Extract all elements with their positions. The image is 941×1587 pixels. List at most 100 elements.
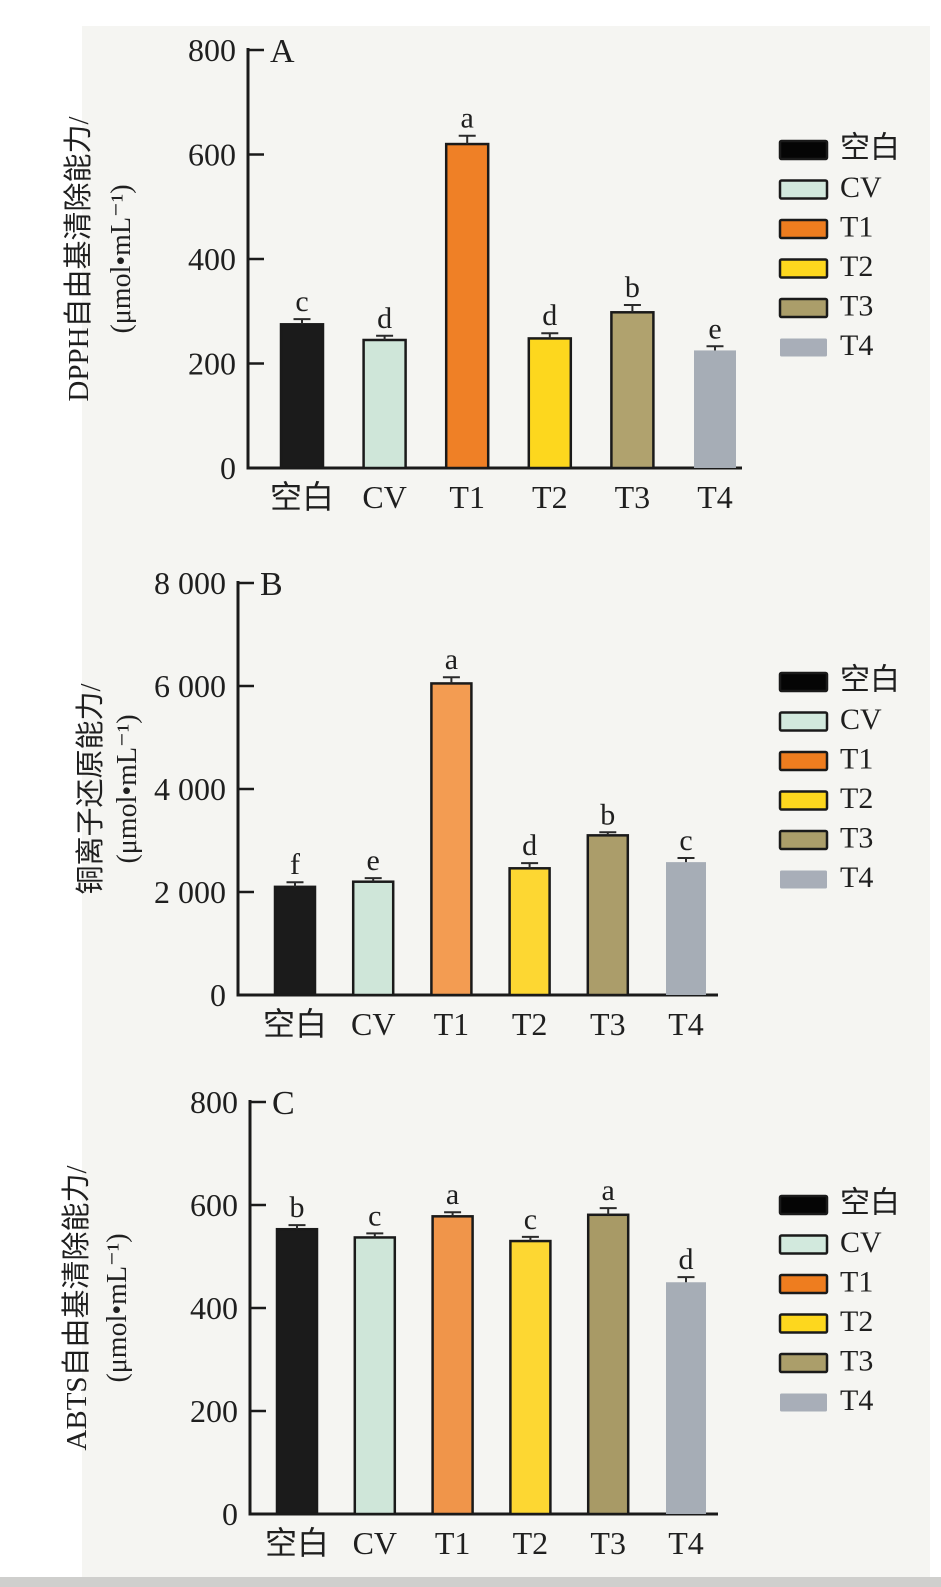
- bar-CV: [353, 1236, 397, 1516]
- scan-edge: [0, 1577, 941, 1587]
- x-category-label: T4: [668, 1006, 704, 1042]
- x-category-label: T1: [449, 479, 485, 515]
- y-tick-label: 2 000: [154, 874, 226, 910]
- legend-swatch-T4: [780, 1393, 827, 1412]
- y-tick-label: 800: [188, 32, 236, 68]
- bar-T3: [586, 834, 630, 997]
- bar-空白: [279, 323, 325, 470]
- y-tick-label: 6 000: [154, 668, 226, 704]
- y-tick-label: 400: [188, 241, 236, 277]
- x-category-label: T1: [435, 1525, 471, 1561]
- bar-CV: [351, 880, 395, 997]
- x-category-label: T2: [532, 479, 568, 515]
- sig-letter: b: [625, 271, 640, 304]
- legend-label: T4: [840, 861, 873, 894]
- legend-swatch-T2: [778, 1313, 829, 1334]
- x-category-label: T3: [590, 1006, 626, 1042]
- bar-T3: [586, 1213, 630, 1516]
- y-tick-label: 200: [190, 1393, 238, 1429]
- x-category-label: 空白: [265, 1525, 329, 1561]
- legend-label: T1: [840, 1266, 873, 1299]
- bar-T4: [666, 1282, 706, 1514]
- sig-letter: a: [602, 1174, 615, 1207]
- x-category-label: 空白: [263, 1006, 327, 1042]
- sig-letter: e: [367, 844, 380, 877]
- x-category-label: 空白: [270, 479, 334, 515]
- legend-label: CV: [840, 703, 882, 736]
- legend-label: T1: [840, 211, 873, 244]
- y-tick-label: 800: [190, 1084, 238, 1120]
- y-axis-unit: (μmol•mL⁻¹): [112, 714, 143, 863]
- sig-letter: f: [290, 848, 300, 881]
- legend-label: T1: [840, 743, 873, 776]
- legend-swatch-CV: [778, 711, 829, 732]
- legend-swatch-T3: [778, 829, 829, 851]
- legend-swatch-T1: [778, 218, 829, 240]
- sig-letter: d: [679, 1243, 694, 1276]
- panel-dpph-chart: 0 200 400 600 800 c 空白 d CV a T1 d T2 b T3 e T4 A DPPH自由基清…: [0, 0, 941, 529]
- panel-letter: C: [272, 1085, 295, 1122]
- y-tick-label: 600: [190, 1187, 238, 1223]
- legend-swatch-T4: [780, 338, 827, 357]
- sig-letter: c: [295, 285, 308, 318]
- sig-letter: c: [368, 1199, 381, 1232]
- bar-T2: [509, 1239, 552, 1516]
- bar-T4: [694, 350, 736, 468]
- legend-label: T4: [840, 1384, 873, 1417]
- x-category-label: T4: [697, 479, 733, 515]
- sig-letter: b: [290, 1191, 305, 1224]
- legend-swatch-空白: [778, 1194, 829, 1216]
- x-category-label: CV: [353, 1525, 397, 1561]
- bar-空白: [273, 885, 317, 997]
- legend-label: T3: [840, 1345, 873, 1378]
- x-category-label: T3: [590, 1525, 626, 1561]
- legend-label: T4: [840, 329, 873, 362]
- legend-swatch-CV: [778, 1234, 829, 1255]
- sig-letter: a: [446, 1178, 459, 1211]
- sig-letter: c: [679, 824, 692, 857]
- y-tick-label: 200: [188, 346, 236, 382]
- bar-T1: [444, 142, 490, 470]
- x-category-label: T3: [615, 479, 651, 515]
- legend-label: T2: [840, 782, 873, 815]
- x-category-label: CV: [351, 1006, 395, 1042]
- legend-label: 空白: [840, 1187, 900, 1220]
- bar-T1: [430, 682, 473, 997]
- dpph-bar-chart: 0 200 400 600 800 c 空白 d CV a T1 d T2 b T3 e T4 A DPPH自由基清…: [62, 32, 900, 515]
- y-axis-title: 铜离子还原能力/: [74, 683, 107, 895]
- bar-T4: [666, 862, 706, 995]
- y-tick-label: 4 000: [154, 771, 226, 807]
- legend-swatch-T3: [778, 297, 829, 319]
- y-axis-unit: (μmol•mL⁻¹): [102, 1233, 133, 1382]
- y-axis-unit: (μmol•mL⁻¹): [106, 184, 137, 333]
- bar-T3: [610, 311, 655, 470]
- bar-CV: [362, 338, 407, 470]
- legend-swatch-T2: [778, 790, 829, 811]
- copper-reduction-bar-chart: 0 2 000 4 000 6 000 8 000 f 空白 e CV a T1 d T2 b T3 c T4 B…: [74, 565, 900, 1042]
- y-tick-label: 0: [222, 1496, 238, 1532]
- legend-swatch-CV: [778, 179, 829, 200]
- panel-abts-chart: 0 200 400 600 800 b 空白 c CV a T1 c T2 a T3 d T4 C ABTS自由基清…: [0, 1058, 941, 1587]
- sig-letter: a: [445, 643, 458, 676]
- panel-copper-chart: 0 2 000 4 000 6 000 8 000 f 空白 e CV a T1 d T2 b T3 c T4 B…: [0, 529, 941, 1058]
- legend-swatch-空白: [778, 139, 829, 161]
- bar-T2: [508, 867, 551, 997]
- legend-label: T3: [840, 822, 873, 855]
- y-tick-label: 400: [190, 1290, 238, 1326]
- sig-letter: b: [600, 798, 615, 831]
- sig-letter: c: [524, 1203, 537, 1236]
- sig-letter: a: [461, 102, 474, 135]
- bar-空白: [275, 1227, 319, 1516]
- x-category-label: T4: [668, 1525, 704, 1561]
- legend-swatch-T1: [778, 750, 829, 772]
- legend-label: CV: [840, 171, 882, 204]
- legend-label: 空白: [840, 132, 900, 165]
- sig-letter: d: [377, 302, 392, 335]
- y-axis-title: DPPH自由基清除能力/: [62, 115, 95, 401]
- x-category-label: T1: [434, 1006, 470, 1042]
- legend-label: 空白: [840, 664, 900, 697]
- legend-label: T2: [840, 1305, 873, 1338]
- bar-T1: [431, 1215, 474, 1516]
- y-axis-title: ABTS自由基清除能力/: [60, 1164, 93, 1450]
